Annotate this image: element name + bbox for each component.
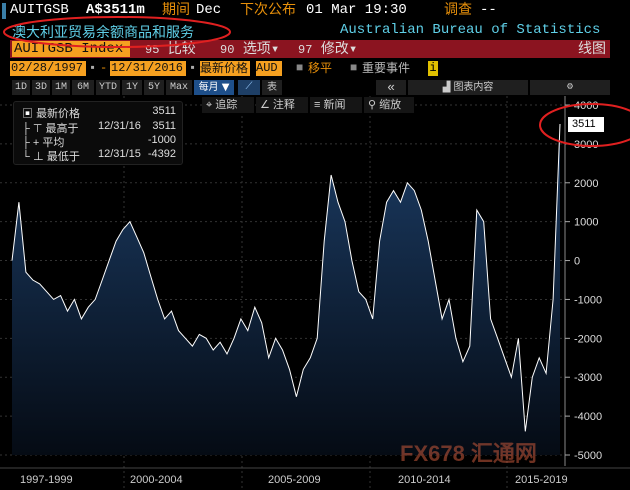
range-dash: - bbox=[100, 61, 108, 75]
series-area bbox=[12, 124, 560, 455]
period-button-3d[interactable]: 3D bbox=[32, 80, 50, 95]
next-release-label: 下次公布 bbox=[240, 2, 296, 18]
track-button[interactable]: ⌖ 追踪 bbox=[202, 97, 254, 113]
period-button-5y[interactable]: 5Y bbox=[144, 80, 164, 95]
ticker-marker bbox=[2, 3, 6, 19]
header-bar: AUITGSB A$3511m 期间 Dec 下次公布 01 Mar 19:30… bbox=[0, 0, 630, 20]
start-date-input[interactable]: 02/28/1997 bbox=[10, 61, 86, 76]
y-tick-label: 2000 bbox=[574, 178, 598, 190]
y-tick-label: -1000 bbox=[574, 294, 602, 306]
security-input[interactable]: AUITGSB Index bbox=[12, 41, 130, 57]
next-release: 01 Mar 19:30 bbox=[306, 2, 407, 18]
legend-last: ▣ 最新价格 3511 bbox=[22, 105, 176, 120]
x-tick-label: 2015-2019 bbox=[515, 474, 568, 486]
zoom-button[interactable]: ⚲ 缩放 bbox=[364, 97, 414, 113]
x-tick-label: 2010-2014 bbox=[398, 474, 451, 486]
y-tick-label: 3000 bbox=[574, 139, 598, 151]
subtitle: 澳大利亚贸易余额商品和服务 bbox=[12, 25, 194, 41]
y-tick-label: -4000 bbox=[574, 411, 602, 423]
y-tick-label: -2000 bbox=[574, 333, 602, 345]
events-label: 重要事件 bbox=[362, 61, 411, 75]
period-button-max[interactable]: Max bbox=[166, 80, 192, 95]
info-icon[interactable]: i bbox=[428, 61, 438, 76]
chart-type[interactable]: 线图 bbox=[578, 41, 606, 57]
series-line bbox=[11, 123, 561, 432]
period-label: 期间 bbox=[162, 2, 190, 18]
line-chart-icon[interactable]: ⟋ bbox=[238, 80, 260, 95]
period-button-1y[interactable]: 1Y bbox=[122, 80, 142, 95]
ticker: AUITGSB bbox=[10, 2, 69, 18]
watermark-logo: FX678 汇通网 bbox=[400, 441, 537, 466]
period-button-ytd[interactable]: YTD bbox=[96, 80, 120, 95]
settings-gear-icon[interactable]: ⚙ bbox=[530, 80, 610, 95]
legend-high: ├ ⊤ 最高于 12/31/16 3511 bbox=[22, 120, 176, 135]
chart-contents-button[interactable]: ▟ 图表内容 bbox=[408, 80, 528, 95]
last-value: A$3511m bbox=[86, 2, 145, 18]
options-button[interactable]: 90 选项▾ bbox=[220, 41, 280, 58]
table-button[interactable]: 表 bbox=[262, 80, 282, 95]
legend-average: ├ + 平均 -1000 bbox=[22, 134, 176, 149]
period-button-6m[interactable]: 6M bbox=[72, 80, 94, 95]
legend: ▣ 最新价格 3511 ├ ⊤ 最高于 12/31/16 3511 ├ + 平均 -10… bbox=[13, 101, 183, 165]
survey-label: 调查 bbox=[444, 2, 472, 18]
source: Australian Bureau of Statistics bbox=[340, 22, 601, 38]
period-button-1m[interactable]: 1M bbox=[52, 80, 70, 95]
calendar-icon[interactable]: ▪ bbox=[189, 61, 197, 75]
frequency-select[interactable]: 每月 ▼ bbox=[194, 80, 234, 95]
x-tick-label: 2005-2009 bbox=[268, 474, 321, 486]
y-tick-label: -3000 bbox=[574, 372, 602, 384]
annotate-button[interactable]: ∠ 注释 bbox=[256, 97, 308, 113]
x-tick-label: 1997-1999 bbox=[20, 474, 73, 486]
currency-select[interactable]: AUD bbox=[256, 61, 282, 76]
period: Dec bbox=[196, 2, 222, 18]
compare-button[interactable]: 95 比较 bbox=[145, 41, 196, 57]
edit-button[interactable]: 97 修改▾ bbox=[298, 41, 358, 58]
events-checkbox[interactable]: ■ bbox=[350, 61, 358, 75]
period-button-1d[interactable]: 1D bbox=[12, 80, 30, 95]
news-button[interactable]: ≡ 新闻 bbox=[310, 97, 362, 113]
range-bar: 02/28/1997 ▪ - 12/31/2016 ▪ 最新价格 AUD ■ 移… bbox=[10, 61, 610, 77]
end-date-input[interactable]: 12/31/2016 bbox=[110, 61, 186, 76]
smooth-label: 移平 bbox=[308, 61, 333, 75]
y-tick-label: 1000 bbox=[574, 217, 598, 229]
x-tick-label: 2000-2004 bbox=[130, 474, 183, 486]
y-tick-label: 4000 bbox=[574, 100, 598, 112]
price-type-select[interactable]: 最新价格 bbox=[200, 61, 250, 76]
last-value-label: 3511 bbox=[568, 117, 604, 132]
y-tick-label: -5000 bbox=[574, 450, 602, 462]
calendar-icon[interactable]: ▪ bbox=[89, 61, 97, 75]
legend-low: └ ⊥ 最低于 12/31/15 -4392 bbox=[22, 148, 176, 163]
collapse-button[interactable]: « bbox=[376, 80, 406, 95]
survey: -- bbox=[480, 2, 497, 18]
command-bar: AUITGSB Index 95 比较 90 选项▾ 97 修改▾ 线图 bbox=[10, 40, 610, 58]
y-tick-label: 0 bbox=[574, 256, 580, 268]
smooth-checkbox[interactable]: ■ bbox=[296, 61, 304, 75]
